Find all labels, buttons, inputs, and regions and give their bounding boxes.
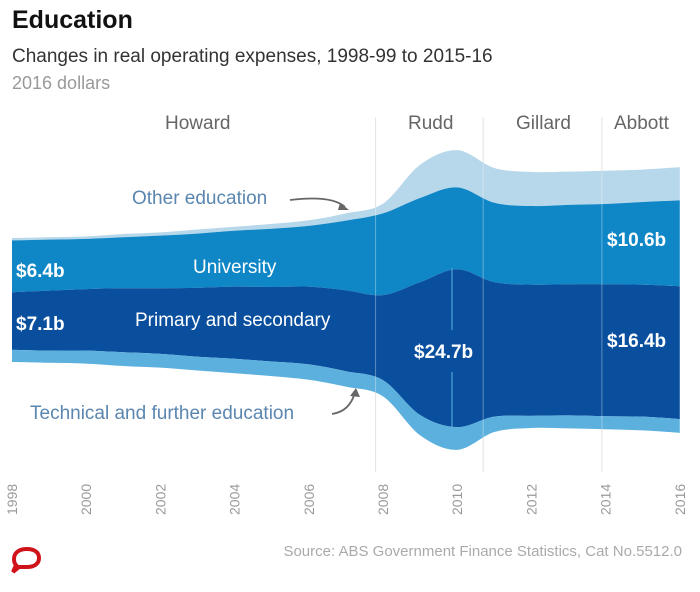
value-university-2016: $10.6b bbox=[607, 230, 667, 251]
chart-unit: 2016 dollars bbox=[12, 73, 111, 93]
arrowhead-icon bbox=[338, 203, 349, 210]
value-primary-peak: $24.7b bbox=[414, 342, 474, 363]
logo-speech-bubble-icon bbox=[11, 546, 42, 574]
chart-title: Education bbox=[12, 6, 133, 34]
x-tick-label: 2010 bbox=[449, 484, 465, 515]
x-tick-label: 2002 bbox=[152, 484, 168, 515]
value-primary-1998: $7.1b bbox=[16, 314, 65, 335]
stream-primary-and-secondary bbox=[12, 269, 680, 428]
x-tick-label: 2000 bbox=[78, 484, 94, 515]
label-primary-secondary: Primary and secondary bbox=[135, 310, 331, 331]
source-note: Source: ABS Government Finance Statistic… bbox=[283, 543, 682, 560]
era-label-howard: Howard bbox=[165, 113, 231, 134]
x-tick-label: 2006 bbox=[301, 484, 317, 515]
era-label-gillard: Gillard bbox=[516, 113, 571, 134]
x-tick-label: 1998 bbox=[4, 484, 20, 515]
label-university: University bbox=[193, 257, 277, 278]
other-education-callout-arrow bbox=[289, 197, 346, 208]
x-tick-label: 2016 bbox=[672, 484, 688, 515]
label-other-education: Other education bbox=[132, 188, 268, 209]
value-primary-2016: $16.4b bbox=[607, 331, 667, 352]
x-tick-label: 2012 bbox=[523, 484, 539, 515]
x-tick-label: 2008 bbox=[375, 484, 391, 515]
label-tafe: Technical and further education bbox=[30, 403, 295, 424]
x-tick-label: 2014 bbox=[598, 484, 614, 515]
x-tick-label: 2004 bbox=[227, 484, 243, 515]
era-label-rudd: Rudd bbox=[408, 113, 454, 134]
value-university-1998: $6.4b bbox=[16, 261, 65, 282]
arrowhead-icon bbox=[350, 388, 360, 397]
era-label-abbott: Abbott bbox=[614, 113, 669, 134]
chart-subtitle: Changes in real operating expenses, 1998… bbox=[12, 46, 493, 67]
stream-university bbox=[12, 187, 680, 296]
stream-technical-and-further-education bbox=[12, 349, 680, 450]
stream-other-education bbox=[12, 150, 680, 241]
